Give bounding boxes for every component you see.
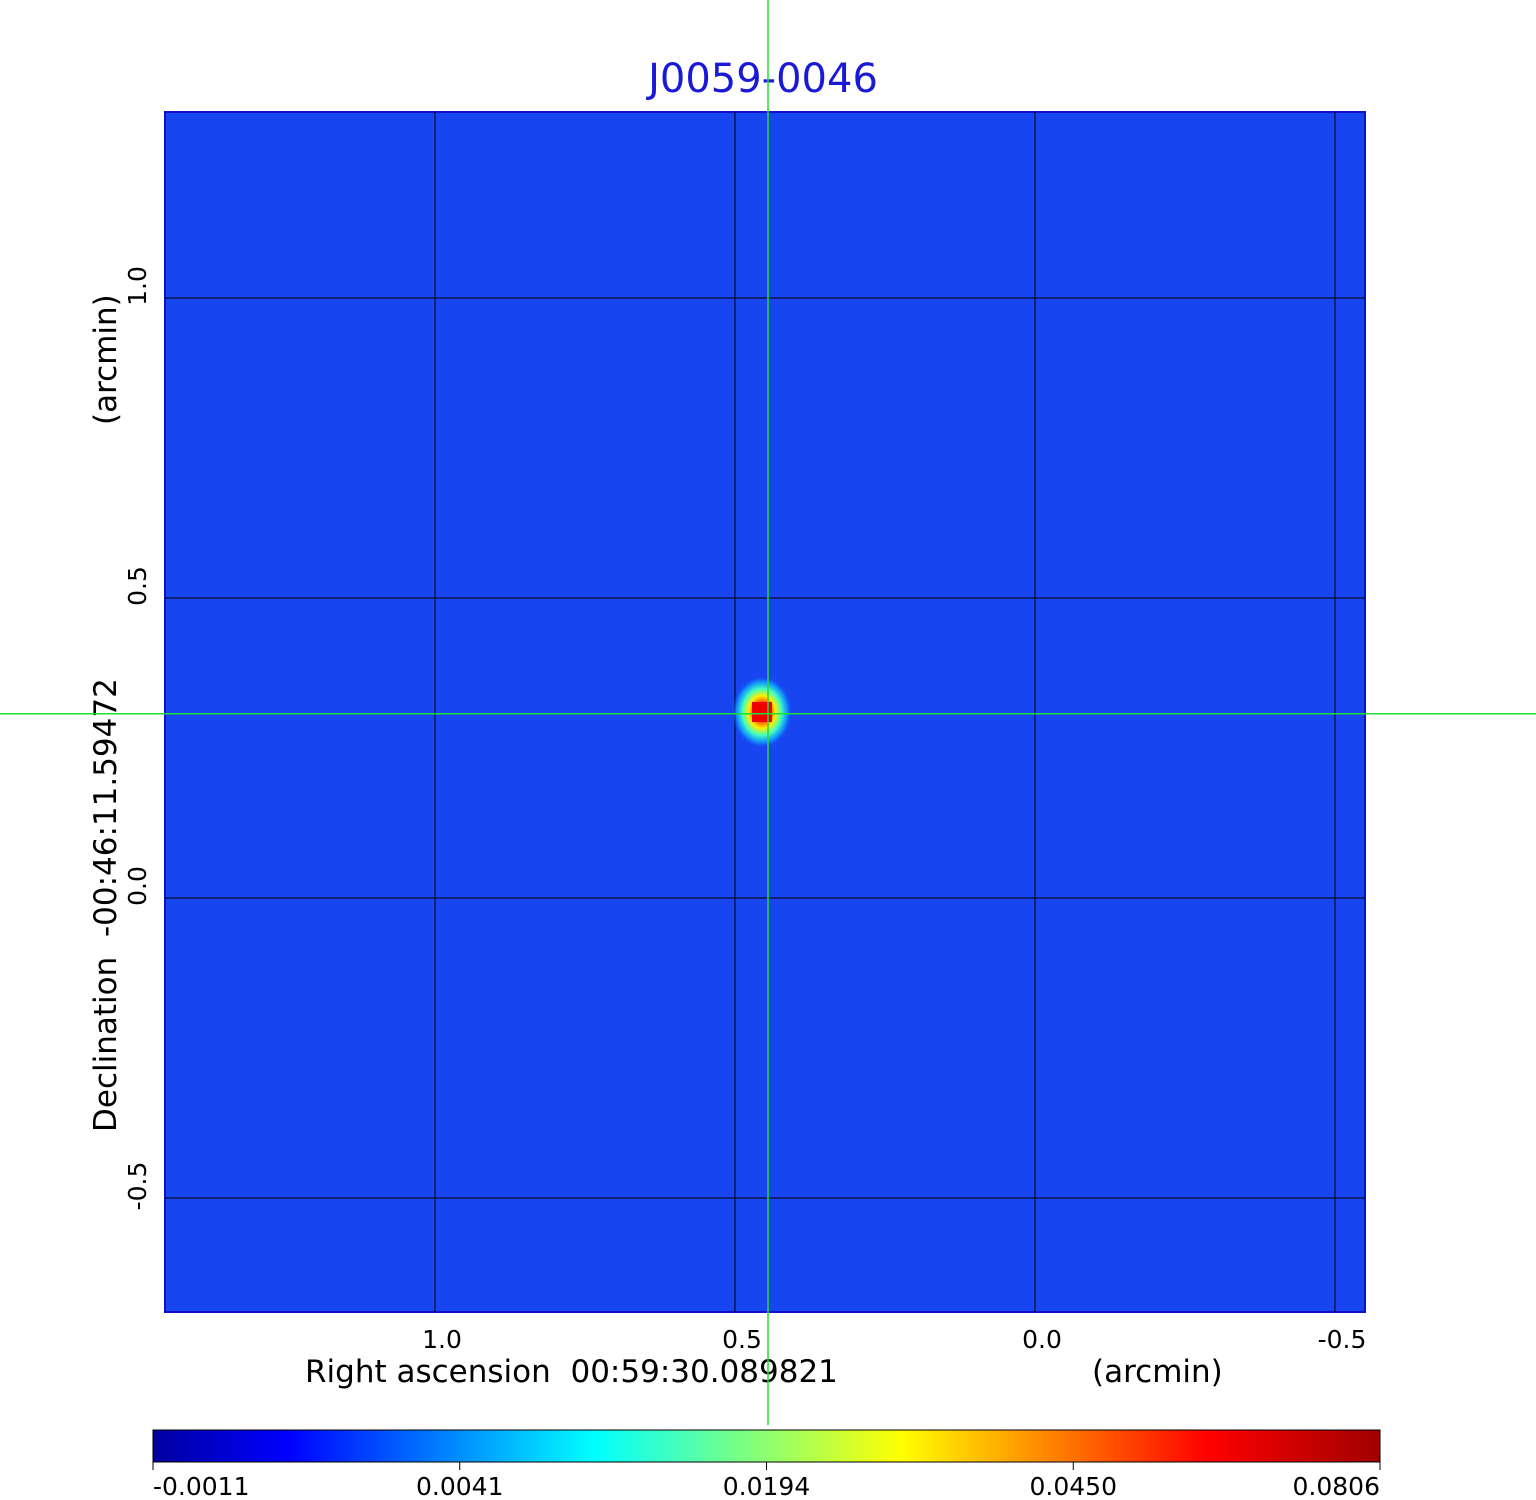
source-peak [752,702,772,722]
colorbar-ticks: -0.0011 0.0041 0.0194 0.0450 0.0806 [152,1462,1381,1500]
colorbar-tick-label-4: 0.0806 [1293,1472,1380,1500]
y-tick-label-0: -0.5 [123,1162,152,1211]
y-axis-unit: (arcmin) [88,294,124,425]
x-tick-label-2: 0.0 [1022,1325,1062,1354]
y-tick-label-2: 0.5 [123,566,152,606]
grid-lines [165,112,1365,1312]
x-tick-label-0: 1.0 [422,1325,462,1354]
y-tick-label-3: 1.0 [123,266,152,306]
x-axis-unit: (arcmin) [1092,1354,1223,1390]
x-axis-label: Right ascension 00:59:30.089821 [305,1354,838,1390]
colorbar-tick-label-2: 0.0194 [723,1472,810,1500]
colorbar-tick-label-3: 0.0450 [1030,1472,1117,1500]
colorbar-tick-label-1: 0.0041 [416,1472,503,1500]
x-tick-labels: 1.0 0.5 0.0 -0.5 [422,1325,1366,1354]
y-axis-label: Declination -00:46:11.59472 [88,678,124,1132]
x-tick-label-3: -0.5 [1318,1325,1367,1354]
chart-title: J0059-0046 [645,56,878,102]
colorbar-tick-label-0: -0.0011 [153,1472,250,1500]
x-tick-label-1: 0.5 [722,1325,762,1354]
y-tick-label-1: 0.0 [123,866,152,906]
y-tick-labels: -0.5 0.0 0.5 1.0 [123,266,152,1210]
source-blob [732,676,792,748]
crosshair [0,0,1536,1425]
colorbar [152,1429,1381,1463]
